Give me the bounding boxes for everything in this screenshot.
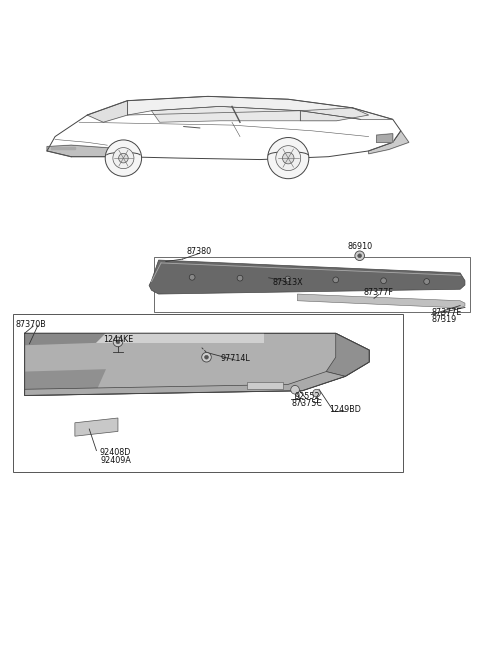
Text: 87375C: 87375C	[291, 399, 323, 408]
Circle shape	[333, 277, 338, 283]
Circle shape	[291, 386, 300, 394]
Polygon shape	[24, 333, 106, 345]
Circle shape	[119, 153, 128, 163]
Text: 87380: 87380	[187, 248, 212, 256]
Polygon shape	[96, 333, 264, 343]
Polygon shape	[127, 97, 393, 120]
Polygon shape	[326, 333, 369, 376]
Text: 87313X: 87313X	[273, 278, 303, 287]
Text: 92409A: 92409A	[100, 455, 131, 464]
Polygon shape	[75, 418, 118, 436]
Text: 87377F: 87377F	[364, 288, 394, 297]
Circle shape	[116, 340, 120, 344]
Polygon shape	[298, 294, 465, 308]
Polygon shape	[51, 147, 75, 150]
Polygon shape	[377, 134, 393, 143]
Text: 1244KE: 1244KE	[103, 334, 133, 344]
Circle shape	[237, 275, 243, 281]
Circle shape	[113, 337, 123, 347]
Circle shape	[313, 390, 321, 397]
Text: 92408D: 92408D	[100, 449, 131, 457]
Circle shape	[268, 137, 309, 179]
Circle shape	[204, 355, 208, 359]
Bar	[154, 257, 470, 312]
Circle shape	[358, 254, 361, 258]
Polygon shape	[47, 145, 120, 156]
Polygon shape	[369, 131, 409, 154]
Circle shape	[424, 279, 430, 284]
Polygon shape	[24, 369, 106, 396]
Circle shape	[381, 278, 386, 284]
Circle shape	[105, 140, 142, 176]
Polygon shape	[149, 260, 465, 294]
Polygon shape	[152, 106, 300, 122]
Circle shape	[285, 276, 291, 282]
Text: 1249BD: 1249BD	[329, 405, 361, 415]
Circle shape	[355, 251, 364, 261]
Text: 92552: 92552	[294, 392, 320, 401]
Polygon shape	[247, 382, 283, 390]
Circle shape	[283, 152, 294, 164]
Circle shape	[202, 352, 211, 362]
Circle shape	[189, 275, 195, 280]
Circle shape	[113, 148, 134, 169]
Circle shape	[276, 146, 300, 171]
Bar	[12, 314, 403, 472]
Text: 87319: 87319	[432, 315, 456, 325]
Polygon shape	[300, 108, 369, 121]
Text: 86910: 86910	[347, 242, 372, 251]
Polygon shape	[87, 101, 127, 122]
Text: 97714L: 97714L	[220, 353, 250, 363]
Text: 87370B: 87370B	[15, 320, 46, 329]
Polygon shape	[24, 333, 369, 396]
Polygon shape	[24, 372, 345, 396]
Text: 87377E: 87377E	[432, 308, 462, 317]
